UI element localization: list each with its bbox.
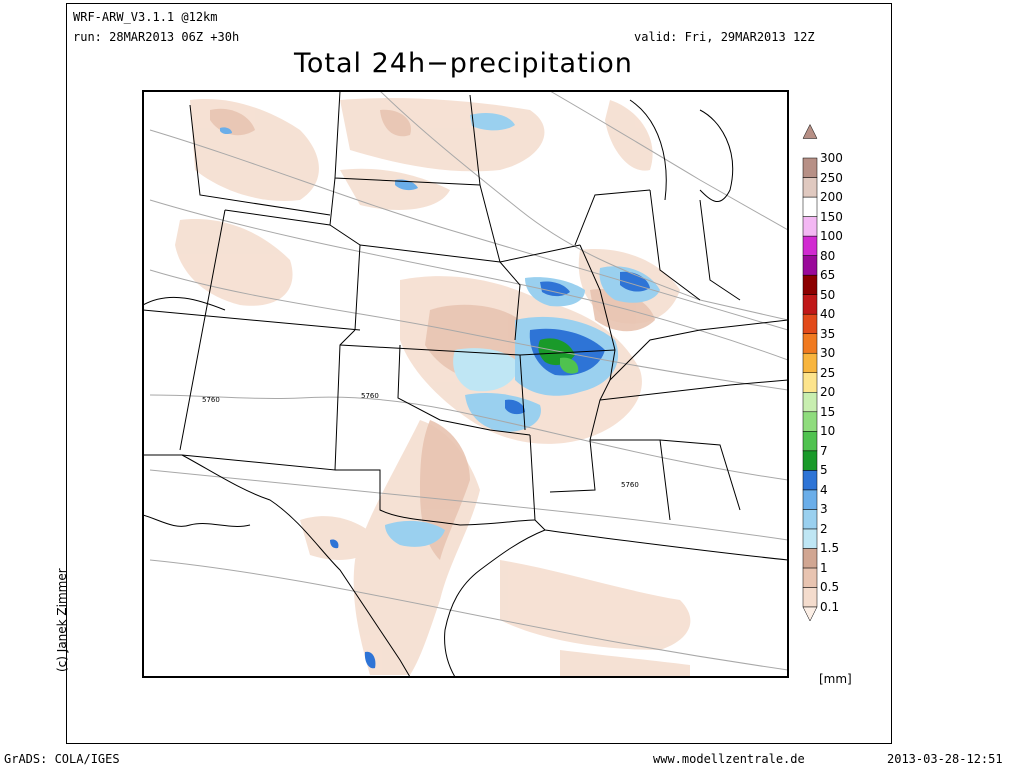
colorbar-tick-label: 40 <box>820 307 836 322</box>
colorbar-swatch <box>802 313 818 334</box>
colorbar-tick-label: 300 <box>820 151 843 165</box>
coastline-and-border <box>143 454 788 677</box>
contour-label: 5760 <box>621 481 639 489</box>
colorbar-swatch <box>802 352 818 373</box>
plot-frame <box>66 3 892 744</box>
unit-label: [mm] <box>819 672 852 686</box>
colorbar-tick-label: 20 <box>820 385 836 400</box>
model-label: WRF-ARW_V3.1.1 @12km <box>73 10 218 24</box>
colorbar-swatch <box>802 509 818 530</box>
colorbar-tick-label: 1 <box>820 560 828 575</box>
colorbar-tick-label: 3 <box>820 502 828 517</box>
colorbar-swatch <box>802 431 818 452</box>
colorbar-tick-label: 35 <box>820 326 836 341</box>
colorbar-swatch <box>802 294 818 315</box>
colorbar-tick-label: 2 <box>820 521 828 536</box>
colorbar-swatch <box>802 157 818 178</box>
colorbar-tick-label: 0.1 <box>820 600 840 614</box>
colorbar-swatch <box>802 274 818 295</box>
map-title: Total 24h−precipitation <box>294 48 633 79</box>
colorbar-swatch <box>802 372 818 393</box>
colorbar-swatch <box>802 567 818 588</box>
colorbar-swatch <box>802 450 818 471</box>
colorbar-tick-label: 100 <box>820 229 843 244</box>
colorbar-swatch <box>802 235 818 256</box>
colorbar-tick-label: 65 <box>820 268 836 283</box>
precip-blue-areas <box>220 113 660 669</box>
contour-label: 5760 <box>361 392 379 400</box>
colorbar-tick-label: 25 <box>820 365 836 380</box>
colorbar-swatch <box>802 392 818 413</box>
colorbar-tick-label: 200 <box>820 190 843 205</box>
footer-timestamp: 2013-03-28-12:51 <box>887 752 1003 766</box>
colorbar-swatch <box>802 528 818 549</box>
colorbar-swatch <box>802 411 818 432</box>
colorbar-tick-label: 1.5 <box>820 541 840 556</box>
colorbar-swatch <box>802 177 818 198</box>
colorbar-swatch <box>802 333 818 354</box>
colorbar-tick-label: 50 <box>820 287 836 302</box>
state-boundaries <box>143 91 788 531</box>
colorbar-tick-label: 15 <box>820 404 836 419</box>
footer-website: www.modellzentrale.de <box>653 752 805 766</box>
colorbar-swatch <box>802 587 818 608</box>
colorbar-tick-label: 250 <box>820 170 843 185</box>
colorbar-tick-label: 30 <box>820 346 836 361</box>
colorbar-tick-label: 80 <box>820 248 836 263</box>
colorbar-swatch <box>802 548 818 569</box>
colorbar-tick-label: 0.5 <box>820 580 840 595</box>
contour-label: 5760 <box>202 396 220 404</box>
valid-label: valid: Fri, 29MAR2013 12Z <box>634 30 815 44</box>
colorbar-tick-label: 4 <box>820 482 828 497</box>
footer-software: GrADS: COLA/IGES <box>4 752 120 766</box>
colorbar-tick-label: 10 <box>820 424 836 439</box>
colorbar-tick-label: 150 <box>820 209 843 224</box>
colorbar-swatch <box>802 196 818 217</box>
colorbar-max-arrow <box>802 123 818 139</box>
colorbar-min-arrow <box>802 606 818 622</box>
colorbar-swatch <box>802 470 818 491</box>
colorbar-swatch <box>802 489 818 510</box>
precip-colorbar <box>802 123 818 622</box>
map-border <box>142 90 789 678</box>
colorbar-tick-label: 5 <box>820 463 828 478</box>
colorbar-swatch <box>802 255 818 276</box>
run-label: run: 28MAR2013 06Z +30h <box>73 30 240 44</box>
colorbar-swatch <box>802 216 818 237</box>
colorbar-tick-label: 7 <box>820 443 828 458</box>
